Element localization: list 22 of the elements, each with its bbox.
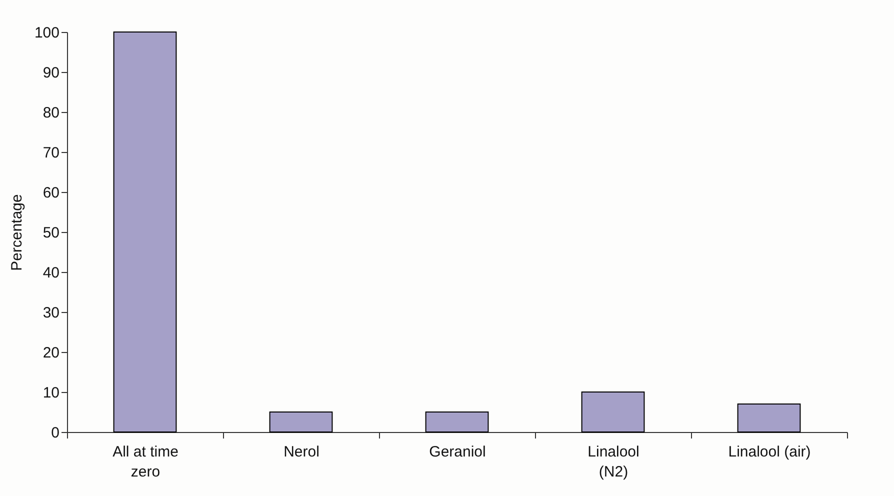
y-tick-label: 40 (42, 264, 60, 282)
x-tick-label: Linalool (air) (728, 444, 811, 460)
y-tick-label: 0 (51, 424, 60, 442)
y-tick-label: 50 (42, 224, 60, 242)
y-tick-label: 80 (42, 104, 60, 122)
y-tick-label: 60 (42, 184, 60, 202)
x-tick-label: Nerol (284, 444, 320, 460)
y-tick-label: 10 (42, 384, 60, 402)
bar (113, 32, 177, 432)
y-tick-label: 90 (42, 64, 60, 82)
bar (269, 412, 333, 432)
x-tick-label: All at time zero (112, 444, 178, 480)
bar (425, 412, 489, 432)
y-tick-label: 30 (42, 304, 60, 322)
y-tick-label: 70 (42, 144, 60, 162)
bar (581, 392, 645, 432)
x-tick-label: Linalool (N2) (588, 444, 640, 480)
bar (737, 404, 801, 432)
y-tick-label: 20 (42, 344, 60, 362)
y-axis-title: Percentage (8, 194, 26, 271)
x-tick-label: Geraniol (429, 444, 486, 460)
y-tick-label: 100 (34, 24, 60, 42)
